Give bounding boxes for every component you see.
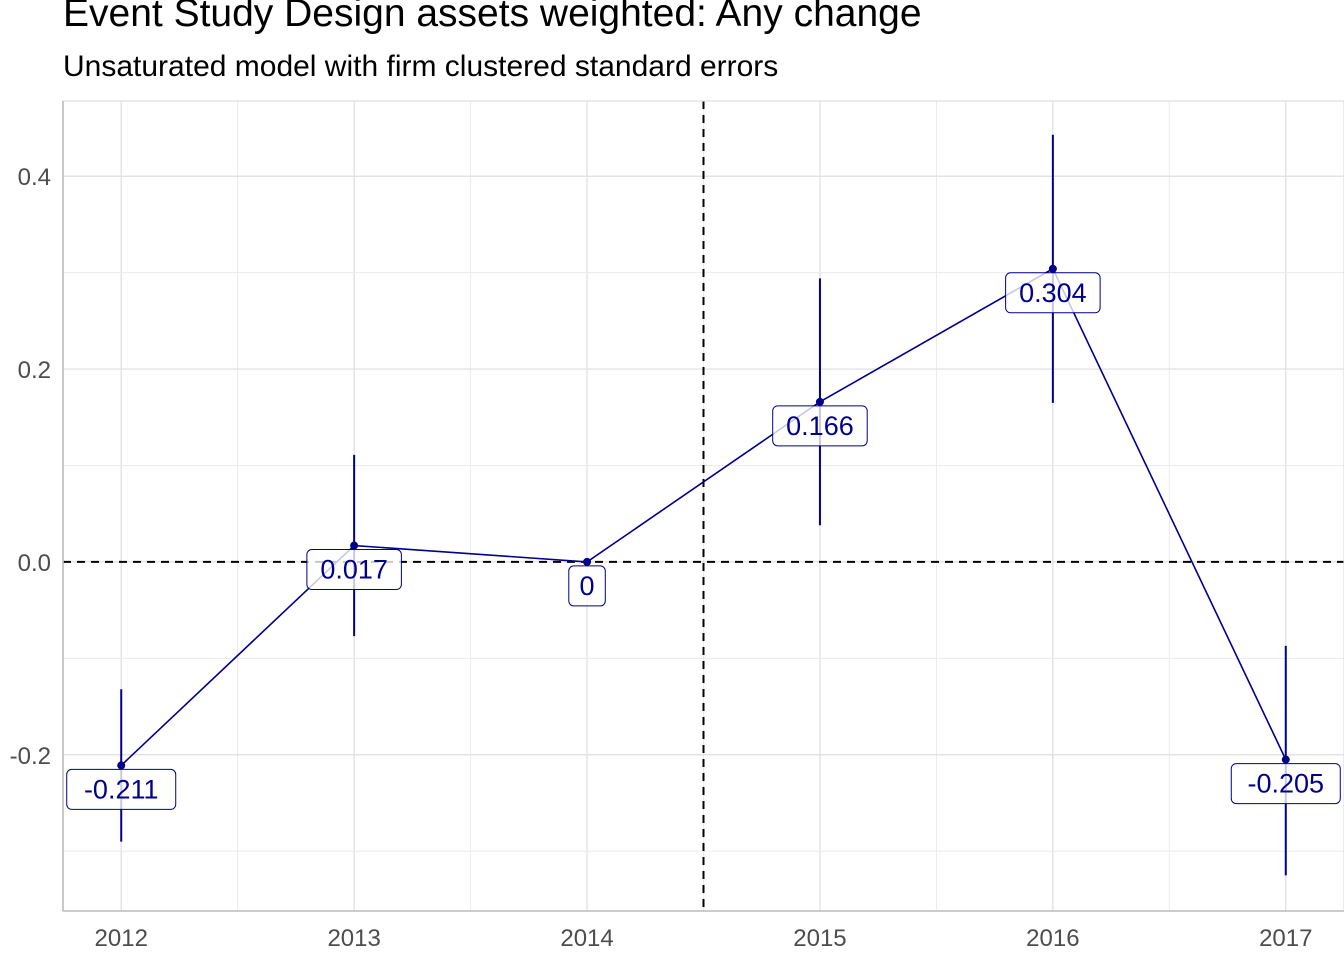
x-tick-label: 2012 <box>95 925 148 952</box>
data-label-text: 0.304 <box>1019 278 1087 308</box>
x-tick-label: 2013 <box>327 925 380 952</box>
chart-title: Event Study Design assets weighted: Any … <box>63 0 922 35</box>
data-point <box>117 761 126 770</box>
reference-lines <box>63 101 1344 911</box>
x-tick-label: 2015 <box>793 925 846 952</box>
data-point <box>583 557 592 566</box>
data-label: -0.211 <box>66 768 177 810</box>
data-label-box <box>66 768 177 810</box>
data-label-text: 0.166 <box>786 411 854 441</box>
x-tick-label: 2016 <box>1026 925 1079 952</box>
data-label-box <box>568 565 606 607</box>
axes: 2012 2013 2014 2015 2016 2017 -0.2 0.0 0.2 0.4 <box>10 100 1344 952</box>
data-label-text: -0.205 <box>1247 769 1324 799</box>
data-labels: -0.211 0.017 0 0.166 0.304 -0.205 <box>66 272 1341 810</box>
x-tick-label: 2017 <box>1259 925 1312 952</box>
data-label: 0.017 <box>306 549 402 591</box>
data-point <box>1048 264 1057 273</box>
data-point <box>815 397 824 406</box>
y-tick-label: 0.2 <box>18 357 51 384</box>
data-point <box>1281 755 1290 764</box>
data-label: -0.205 <box>1230 763 1341 805</box>
data-label-text: 0.017 <box>320 555 388 585</box>
y-tick-label: 0.0 <box>18 550 51 577</box>
data-label-text: -0.211 <box>84 774 159 804</box>
y-tick-label: -0.2 <box>10 743 51 770</box>
data-label: 0 <box>568 565 606 607</box>
data-label-text: 0 <box>580 571 595 601</box>
data-point <box>350 541 359 550</box>
data-label-box <box>306 549 402 591</box>
data-label-box <box>1005 272 1101 314</box>
chart-subtitle: Unsaturated model with firm clustered st… <box>63 50 779 83</box>
x-tick-label: 2014 <box>560 925 613 952</box>
data-label: 0.166 <box>772 405 868 447</box>
data-label-box <box>772 405 868 447</box>
data-label-box <box>1230 763 1341 805</box>
y-tick-label: 0.4 <box>18 164 51 191</box>
data-label: 0.304 <box>1005 272 1101 314</box>
